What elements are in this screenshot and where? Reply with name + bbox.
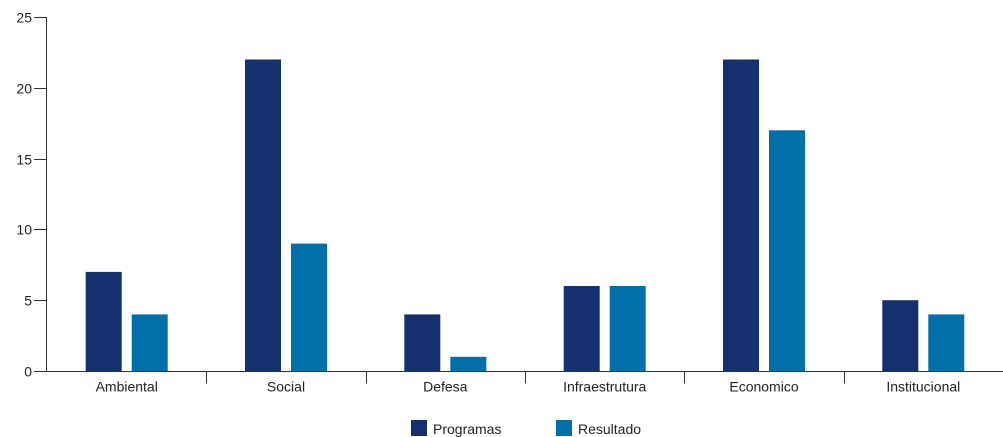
legend-label-resultado: Resultado (578, 421, 641, 437)
bar-programas-economico (723, 59, 759, 371)
y-tick-label: 5 (24, 293, 32, 309)
bar-programas-infraestrutura (563, 286, 600, 371)
y-tick-label: 0 (24, 364, 32, 380)
x-tick-label: Institucional (886, 379, 960, 395)
bar-resultado-social (291, 243, 327, 371)
y-tick-label: 15 (16, 152, 32, 168)
bar-resultado-defesa (450, 356, 487, 371)
x-tick-label: Defesa (423, 379, 468, 395)
bar-programas-ambiental (85, 271, 122, 371)
x-axis: Ambiental Social Defesa Infraestrutura Econo… (34, 371, 1003, 395)
bar-resultado-institucional (928, 314, 965, 371)
bar-resultado-economico (769, 130, 805, 371)
bar-programas-social (245, 59, 281, 371)
legend-swatch-programas (411, 420, 427, 436)
bars (85, 59, 965, 371)
x-tick-label: Ambiental (96, 379, 158, 395)
y-tick-label: 20 (16, 81, 32, 97)
x-tick-label: Infraestrutura (563, 379, 646, 395)
x-tick-label: Economico (729, 379, 798, 395)
x-tick-label: Social (267, 379, 305, 395)
bar-programas-defesa (404, 314, 441, 371)
bar-programas-institucional (882, 300, 919, 371)
legend: Programas Resultado (411, 420, 641, 437)
bar-resultado-infraestrutura (609, 286, 646, 371)
bar-resultado-ambiental (131, 314, 168, 371)
legend-swatch-resultado (556, 420, 572, 436)
legend-label-programas: Programas (433, 421, 501, 437)
y-tick-label: 25 (16, 10, 32, 26)
y-axis: 0 5 10 15 20 25 (16, 10, 47, 380)
y-tick-label: 10 (16, 222, 32, 238)
